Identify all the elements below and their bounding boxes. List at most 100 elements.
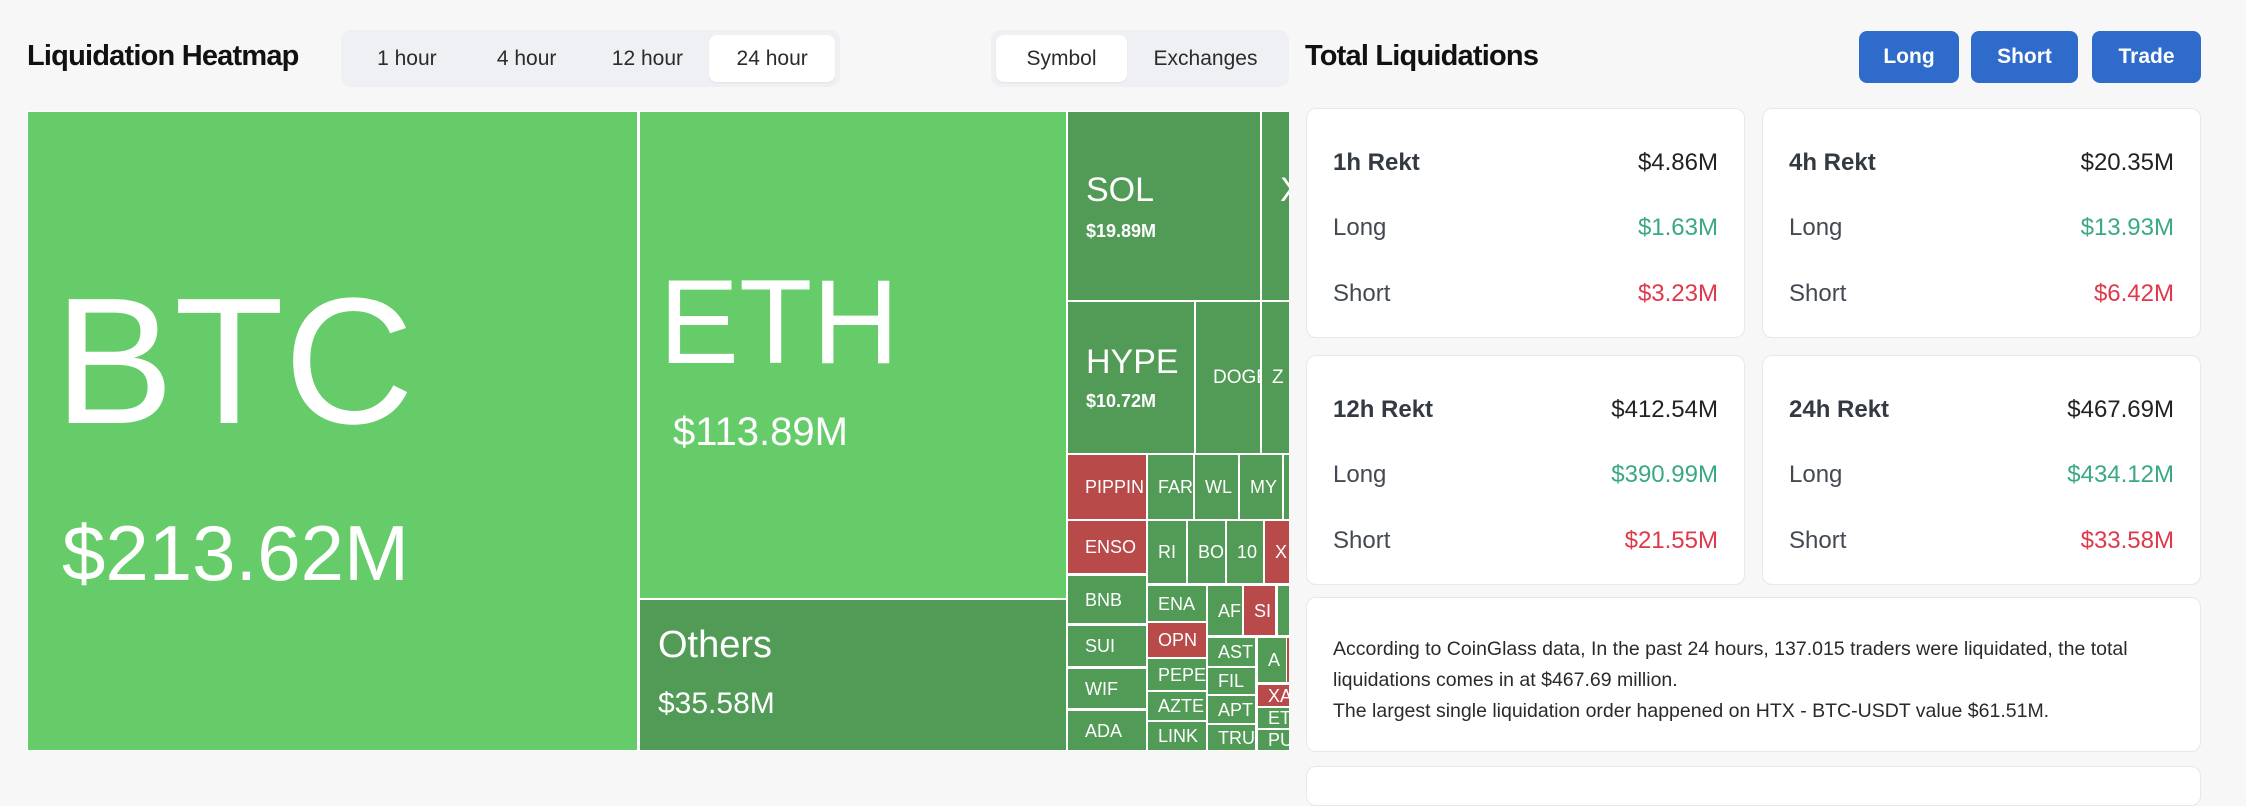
rekt-row-total: 1h Rekt $4.86M — [1333, 149, 1718, 177]
treemap-cell[interactable] — [1278, 586, 1289, 635]
treemap-cell-xa[interactable]: XA — [1258, 685, 1289, 706]
cell-symbol: AST — [1218, 642, 1254, 662]
cell-symbol: X — [1280, 173, 1289, 207]
long-button[interactable]: Long — [1859, 31, 1959, 83]
row-label: Short — [1789, 280, 1847, 307]
liquidation-treemap: BTC $213.62M ETH $113.89M Others $35.58M SOL $1… — [27, 111, 1289, 751]
summary-text: According to CoinGlass data, In the past… — [1333, 634, 2180, 727]
summary-line-1: According to CoinGlass data, In the past… — [1333, 638, 2128, 691]
treemap-cell-fil[interactable]: FIL — [1208, 668, 1255, 694]
summary-card: According to CoinGlass data, In the past… — [1306, 597, 2201, 752]
treemap-cell-ada[interactable]: ADA — [1068, 711, 1146, 750]
row-label: Long — [1789, 214, 1843, 241]
rekt-card-1h: 1h Rekt $4.86M Long $1.63M Short $3.23M — [1306, 108, 1745, 338]
rekt-row-total: 12h Rekt $412.54M — [1333, 396, 1718, 424]
treemap-cell[interactable] — [1284, 455, 1289, 519]
treemap-cell-et[interactable]: ET — [1258, 708, 1289, 728]
cell-symbol: HYPE — [1086, 343, 1179, 381]
cell-symbol: AF — [1218, 601, 1242, 621]
cell-symbol: BO — [1198, 542, 1225, 562]
treemap-cell-btc[interactable]: BTC $213.62M — [28, 112, 637, 750]
treemap-cell-a[interactable]: A — [1258, 638, 1286, 682]
treemap-cell-others[interactable]: Others $35.58M — [640, 600, 1066, 750]
treemap-cell-far[interactable]: FAR — [1148, 455, 1193, 519]
cell-symbol: WL — [1205, 477, 1232, 497]
treemap-cell-pepe[interactable]: PEPE — [1148, 659, 1206, 690]
treemap-cell-pu[interactable]: PU — [1258, 730, 1289, 750]
group-by-tabs: Symbol Exchanges — [991, 30, 1289, 87]
row-value: $33.58M — [2080, 527, 2174, 554]
treemap-cell-x[interactable]: X — [1265, 521, 1289, 583]
treemap-cell-ena[interactable]: ENA — [1148, 586, 1206, 621]
treemap-cell-enso[interactable]: ENSO — [1068, 521, 1146, 573]
treemap-cell-sol[interactable]: SOL $19.89M — [1068, 112, 1260, 300]
treemap-cell-tru[interactable]: TRU — [1208, 725, 1255, 750]
row-label: Long — [1333, 461, 1387, 488]
tab-12-hour[interactable]: 12 hour — [611, 46, 683, 70]
cell-symbol: X — [1275, 542, 1288, 562]
treemap-cell-hype[interactable]: HYPE $10.72M — [1068, 302, 1194, 453]
rekt-row-total: 4h Rekt $20.35M — [1789, 149, 2174, 177]
treemap-cell-si[interactable]: SI — [1244, 586, 1275, 635]
treemap-cell-af[interactable]: AF — [1208, 586, 1242, 635]
treemap-cell-z[interactable]: Z — [1262, 302, 1289, 453]
cell-symbol: FAR — [1158, 477, 1193, 497]
treemap-cell-bo[interactable]: BO — [1188, 521, 1225, 583]
treemap-cell[interactable] — [1287, 638, 1289, 682]
tab-24-hour[interactable]: 24 hour — [709, 35, 836, 82]
row-label: 1h Rekt — [1333, 149, 1420, 176]
tab-exchanges[interactable]: Exchanges — [1153, 46, 1258, 70]
rekt-card-4h: 4h Rekt $20.35M Long $13.93M Short $6.42M — [1762, 108, 2201, 338]
cell-symbol: DOGE — [1213, 367, 1260, 388]
treemap-cell-opn[interactable]: OPN — [1148, 623, 1206, 657]
treemap-cell-sui[interactable]: SUI — [1068, 626, 1146, 666]
cell-symbol: SI — [1254, 601, 1272, 621]
cell-symbol: ETH — [659, 255, 899, 389]
row-label: 12h Rekt — [1333, 396, 1434, 423]
cell-symbol: A — [1268, 650, 1281, 670]
treemap-cell-ast[interactable]: AST — [1208, 638, 1255, 666]
cell-symbol: Z — [1272, 367, 1284, 388]
cell-symbol: OPN — [1158, 630, 1198, 650]
treemap-cell-wl[interactable]: WL — [1195, 455, 1238, 519]
row-value: $13.93M — [2080, 214, 2174, 241]
treemap-cell-eth[interactable]: ETH $113.89M — [640, 112, 1066, 598]
rekt-card-12h: 12h Rekt $412.54M Long $390.99M Short $21.55M — [1306, 355, 1745, 585]
cell-value: $19.89M — [1086, 221, 1157, 241]
tab-4-hour[interactable]: 4 hour — [496, 46, 557, 70]
tab-1-hour[interactable]: 1 hour — [377, 46, 437, 70]
treemap-cell-link[interactable]: LINK — [1148, 722, 1206, 750]
cell-symbol: ENA — [1158, 594, 1196, 614]
cell-symbol: SOL — [1086, 171, 1155, 209]
row-value: $434.12M — [2067, 461, 2174, 488]
rekt-row-total: 24h Rekt $467.69M — [1789, 396, 2174, 424]
row-label: Long — [1789, 461, 1843, 488]
total-liquidations-title: Total Liquidations — [1305, 40, 1539, 72]
cell-symbol: MY — [1250, 477, 1277, 497]
cell-symbol: BNB — [1085, 590, 1123, 610]
treemap-cell-azte[interactable]: AZTE — [1148, 692, 1206, 720]
cell-symbol: PIPPIN — [1085, 477, 1145, 497]
cell-symbol: ET — [1268, 708, 1289, 728]
short-button[interactable]: Short — [1971, 31, 2078, 83]
cell-value: $113.89M — [673, 410, 848, 454]
treemap-cell-apt[interactable]: APT — [1208, 696, 1255, 723]
cell-symbol: APT — [1218, 700, 1254, 720]
rekt-row-long: Long $13.93M — [1789, 214, 2174, 242]
trade-button[interactable]: Trade — [2092, 31, 2201, 83]
treemap-cell-x[interactable]: X — [1262, 112, 1289, 300]
treemap-cell-10[interactable]: 10 — [1227, 521, 1263, 583]
cell-symbol: RI — [1158, 542, 1176, 562]
row-value: $20.35M — [2080, 149, 2174, 176]
treemap-cell-wif[interactable]: WIF — [1068, 669, 1146, 708]
tab-symbol[interactable]: Symbol — [996, 35, 1127, 82]
rekt-row-short: Short $3.23M — [1333, 280, 1718, 308]
row-value: $1.63M — [1637, 214, 1718, 241]
treemap-cell-ri[interactable]: RI — [1148, 521, 1186, 583]
treemap-cell-my[interactable]: MY — [1240, 455, 1282, 519]
treemap-cell-doge[interactable]: DOGE — [1196, 302, 1260, 453]
treemap-cell-pippin[interactable]: PIPPIN — [1068, 455, 1146, 519]
treemap-cell-bnb[interactable]: BNB — [1068, 576, 1146, 623]
cell-symbol: PEPE — [1158, 665, 1206, 685]
rekt-row-short: Short $21.55M — [1333, 527, 1718, 555]
